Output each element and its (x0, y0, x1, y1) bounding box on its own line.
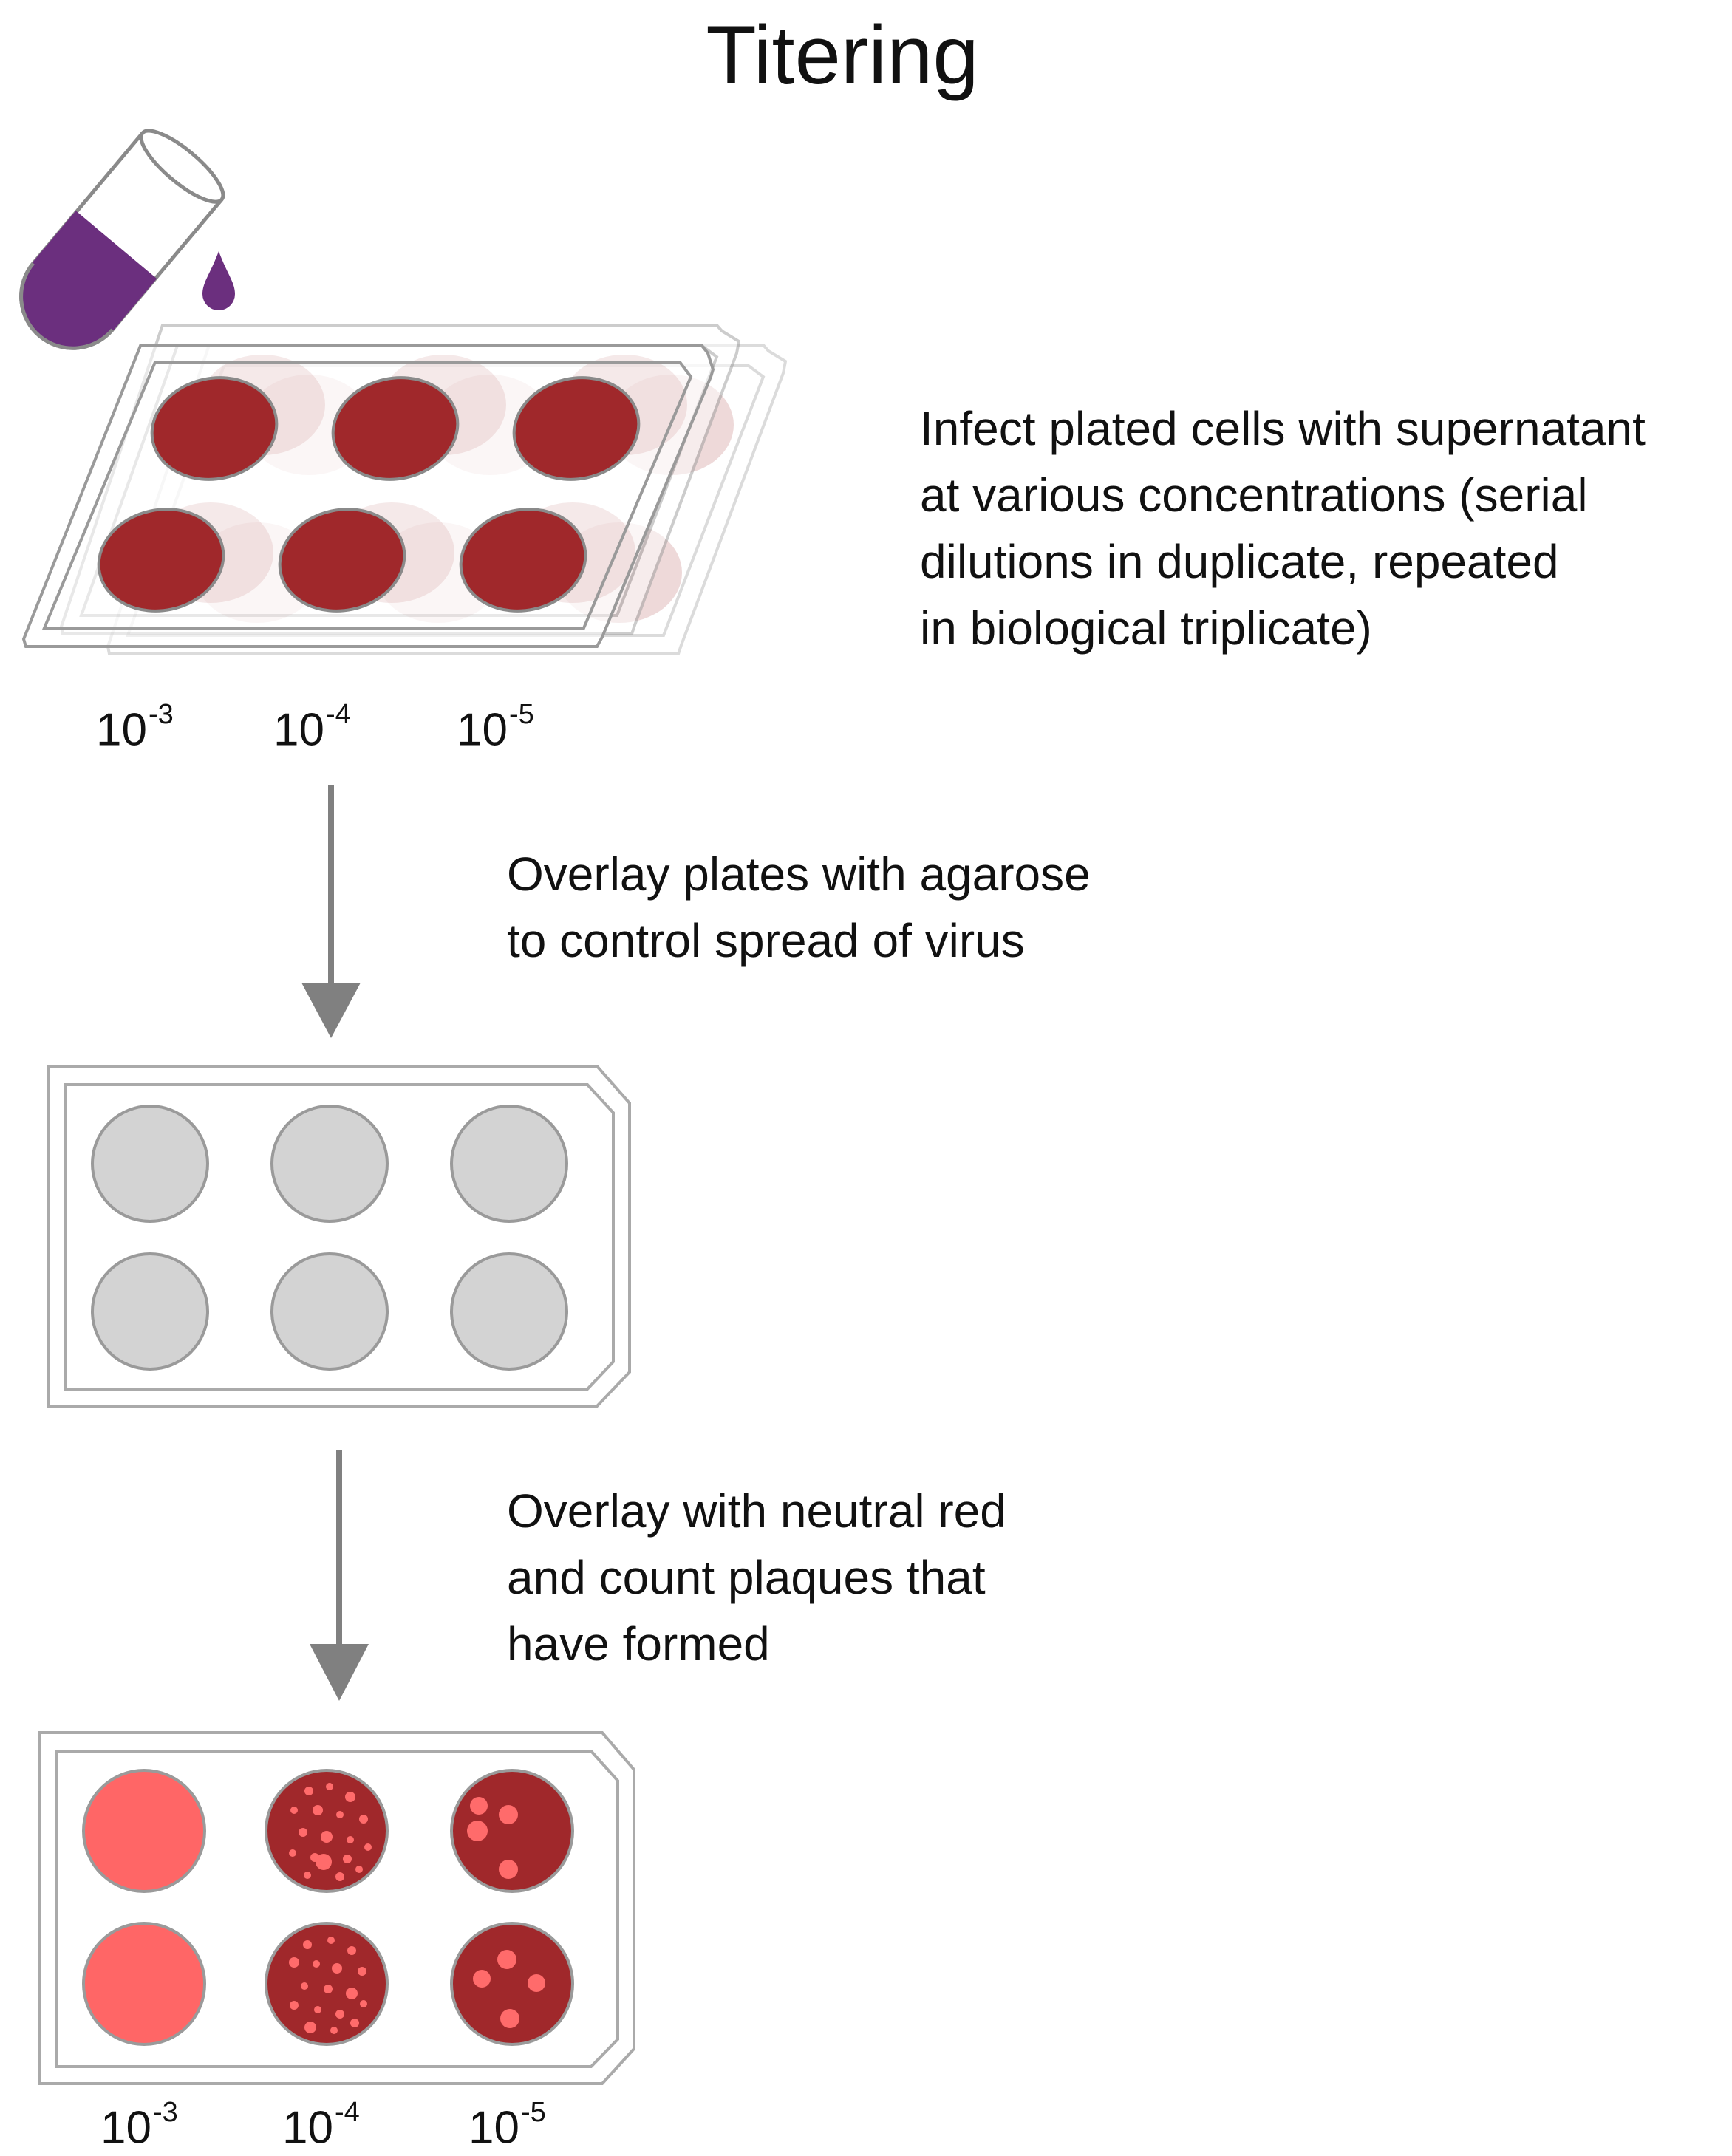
well (97, 508, 225, 613)
well (512, 376, 641, 481)
step-2-text: Overlay plates with agarose to control s… (507, 847, 1091, 967)
well (91, 1105, 209, 1223)
dilution-label: 10-4 (273, 699, 351, 756)
well (278, 508, 406, 613)
agarose-plate (47, 1065, 631, 1408)
dilution-label: 10-5 (457, 699, 534, 756)
well (82, 1922, 206, 2046)
plaques (473, 1950, 545, 2028)
infected-plate-stack (21, 324, 788, 655)
well (331, 376, 460, 481)
well (450, 1922, 574, 2046)
dilution-label: 10-4 (282, 2097, 360, 2154)
dilution-label: 10-3 (96, 699, 174, 756)
well (270, 1105, 389, 1223)
well (450, 1105, 568, 1223)
well (450, 1252, 568, 1371)
step-1-text: Infect plated cells with supernatant at … (920, 402, 1646, 655)
step-3-text: Overlay with neutral red and count plaqu… (507, 1484, 1006, 1671)
well (270, 1252, 389, 1371)
figure-title: Titering (706, 9, 979, 101)
well (459, 508, 587, 613)
down-arrow-icon (310, 1450, 369, 1701)
well (150, 376, 279, 481)
well (82, 1769, 206, 1893)
plaques (289, 1783, 372, 1881)
liquid-drop-icon (202, 251, 235, 310)
dilution-label: 10-3 (100, 2097, 178, 2154)
pouring-tube-icon (19, 129, 225, 350)
plaques (467, 1797, 518, 1879)
down-arrow-icon (301, 785, 361, 1038)
well (265, 1922, 389, 2046)
plaque-plate (38, 1731, 635, 2085)
dilution-label: 10-5 (468, 2097, 546, 2154)
plaques (289, 1937, 367, 2034)
well (91, 1252, 209, 1371)
